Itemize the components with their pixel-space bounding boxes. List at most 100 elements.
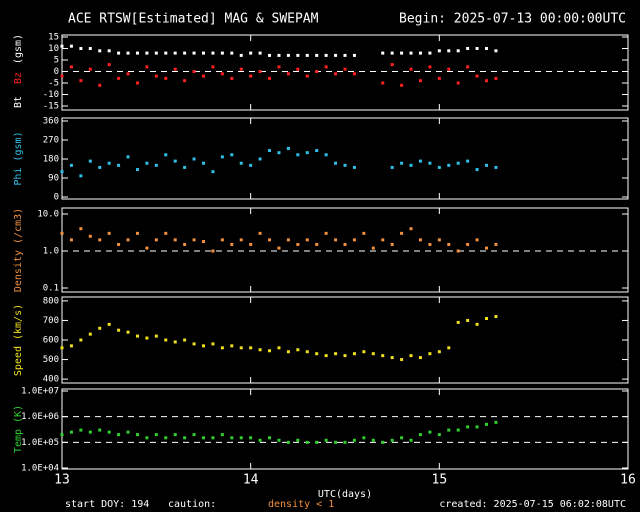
y-tick-label: 700 [43,316,59,326]
data-point [220,433,224,437]
data-point [239,346,243,350]
data-point [239,238,243,242]
data-point [447,346,451,350]
data-point [494,420,498,424]
data-point [202,240,205,244]
data-point [428,51,432,55]
data-point [60,231,64,235]
data-point [173,67,177,71]
y-tick-label: 500 [43,355,59,365]
data-point [286,440,290,444]
data-point [362,350,366,354]
data-point [277,438,281,442]
data-point [390,63,394,67]
data-point [400,231,404,235]
x-tick-label: 16 [620,473,636,488]
y-tick-label: 1.0E+04 [21,464,59,474]
data-point [164,436,168,440]
data-point [60,170,64,174]
data-point [437,165,441,169]
data-point [409,163,413,167]
data-point [239,436,243,440]
data-point [485,47,488,50]
data-point [88,47,92,50]
data-point [154,238,158,242]
data-point [390,356,394,360]
data-point [305,238,309,242]
data-point [390,165,394,169]
data-point [69,344,73,348]
data-point [154,334,158,338]
data-point [60,44,64,48]
data-point [343,354,347,358]
data-point [126,238,130,242]
data-point [183,338,187,342]
data-point [107,430,111,434]
data-point [220,346,224,350]
data-point [475,425,479,429]
data-point [126,72,130,76]
data-point [466,242,470,246]
data-point [107,49,111,53]
data-point [107,231,111,235]
data-point [381,51,385,55]
data-point [126,155,130,159]
data-point [88,430,92,434]
x-tick-label: 13 [54,473,70,488]
data-point [485,422,488,426]
data-point [352,238,356,242]
data-point [145,436,149,440]
data-point [249,242,253,246]
data-point [494,76,498,80]
data-point [79,79,83,83]
data-point [145,65,149,69]
data-point [381,238,385,242]
data-point [239,67,243,71]
data-point [69,430,73,434]
x-tick-label: 14 [243,473,259,488]
data-point [117,433,121,437]
data-point [296,242,300,246]
y-tick-label: 90 [48,174,59,184]
data-point [98,428,102,432]
data-point [154,163,158,167]
data-point [268,238,272,242]
data-point [456,49,460,53]
data-point [183,242,187,246]
data-point [164,76,168,80]
chart-title: ACE RTSW[Estimated] MAG & SWEPAM [68,12,319,27]
y-tick-label: 360 [43,117,59,127]
data-point [409,438,413,442]
data-point [305,350,309,354]
data-point [164,51,168,55]
data-point [145,51,149,55]
y-tick-label: 0.1 [43,284,59,294]
data-point [343,67,347,71]
data-point [371,246,375,250]
data-point [437,350,441,354]
data-point [268,436,272,440]
data-point [192,238,196,242]
data-point [258,157,262,161]
data-point [315,242,319,246]
data-point [249,163,253,167]
data-point [352,53,356,57]
y-tick-label: 1.0 [43,247,59,257]
data-point [230,153,234,157]
data-point [390,242,394,246]
data-point [475,47,479,50]
data-point [277,65,281,69]
data-point [400,83,404,87]
data-point [258,51,262,55]
data-point [258,231,262,235]
data-point [437,49,441,53]
data-point [145,246,149,250]
data-point [202,344,205,348]
data-point [154,74,158,78]
data-point [211,436,215,440]
data-point [230,344,234,348]
data-point [296,67,300,71]
caution: caution: [168,499,216,510]
data-point [296,348,300,352]
